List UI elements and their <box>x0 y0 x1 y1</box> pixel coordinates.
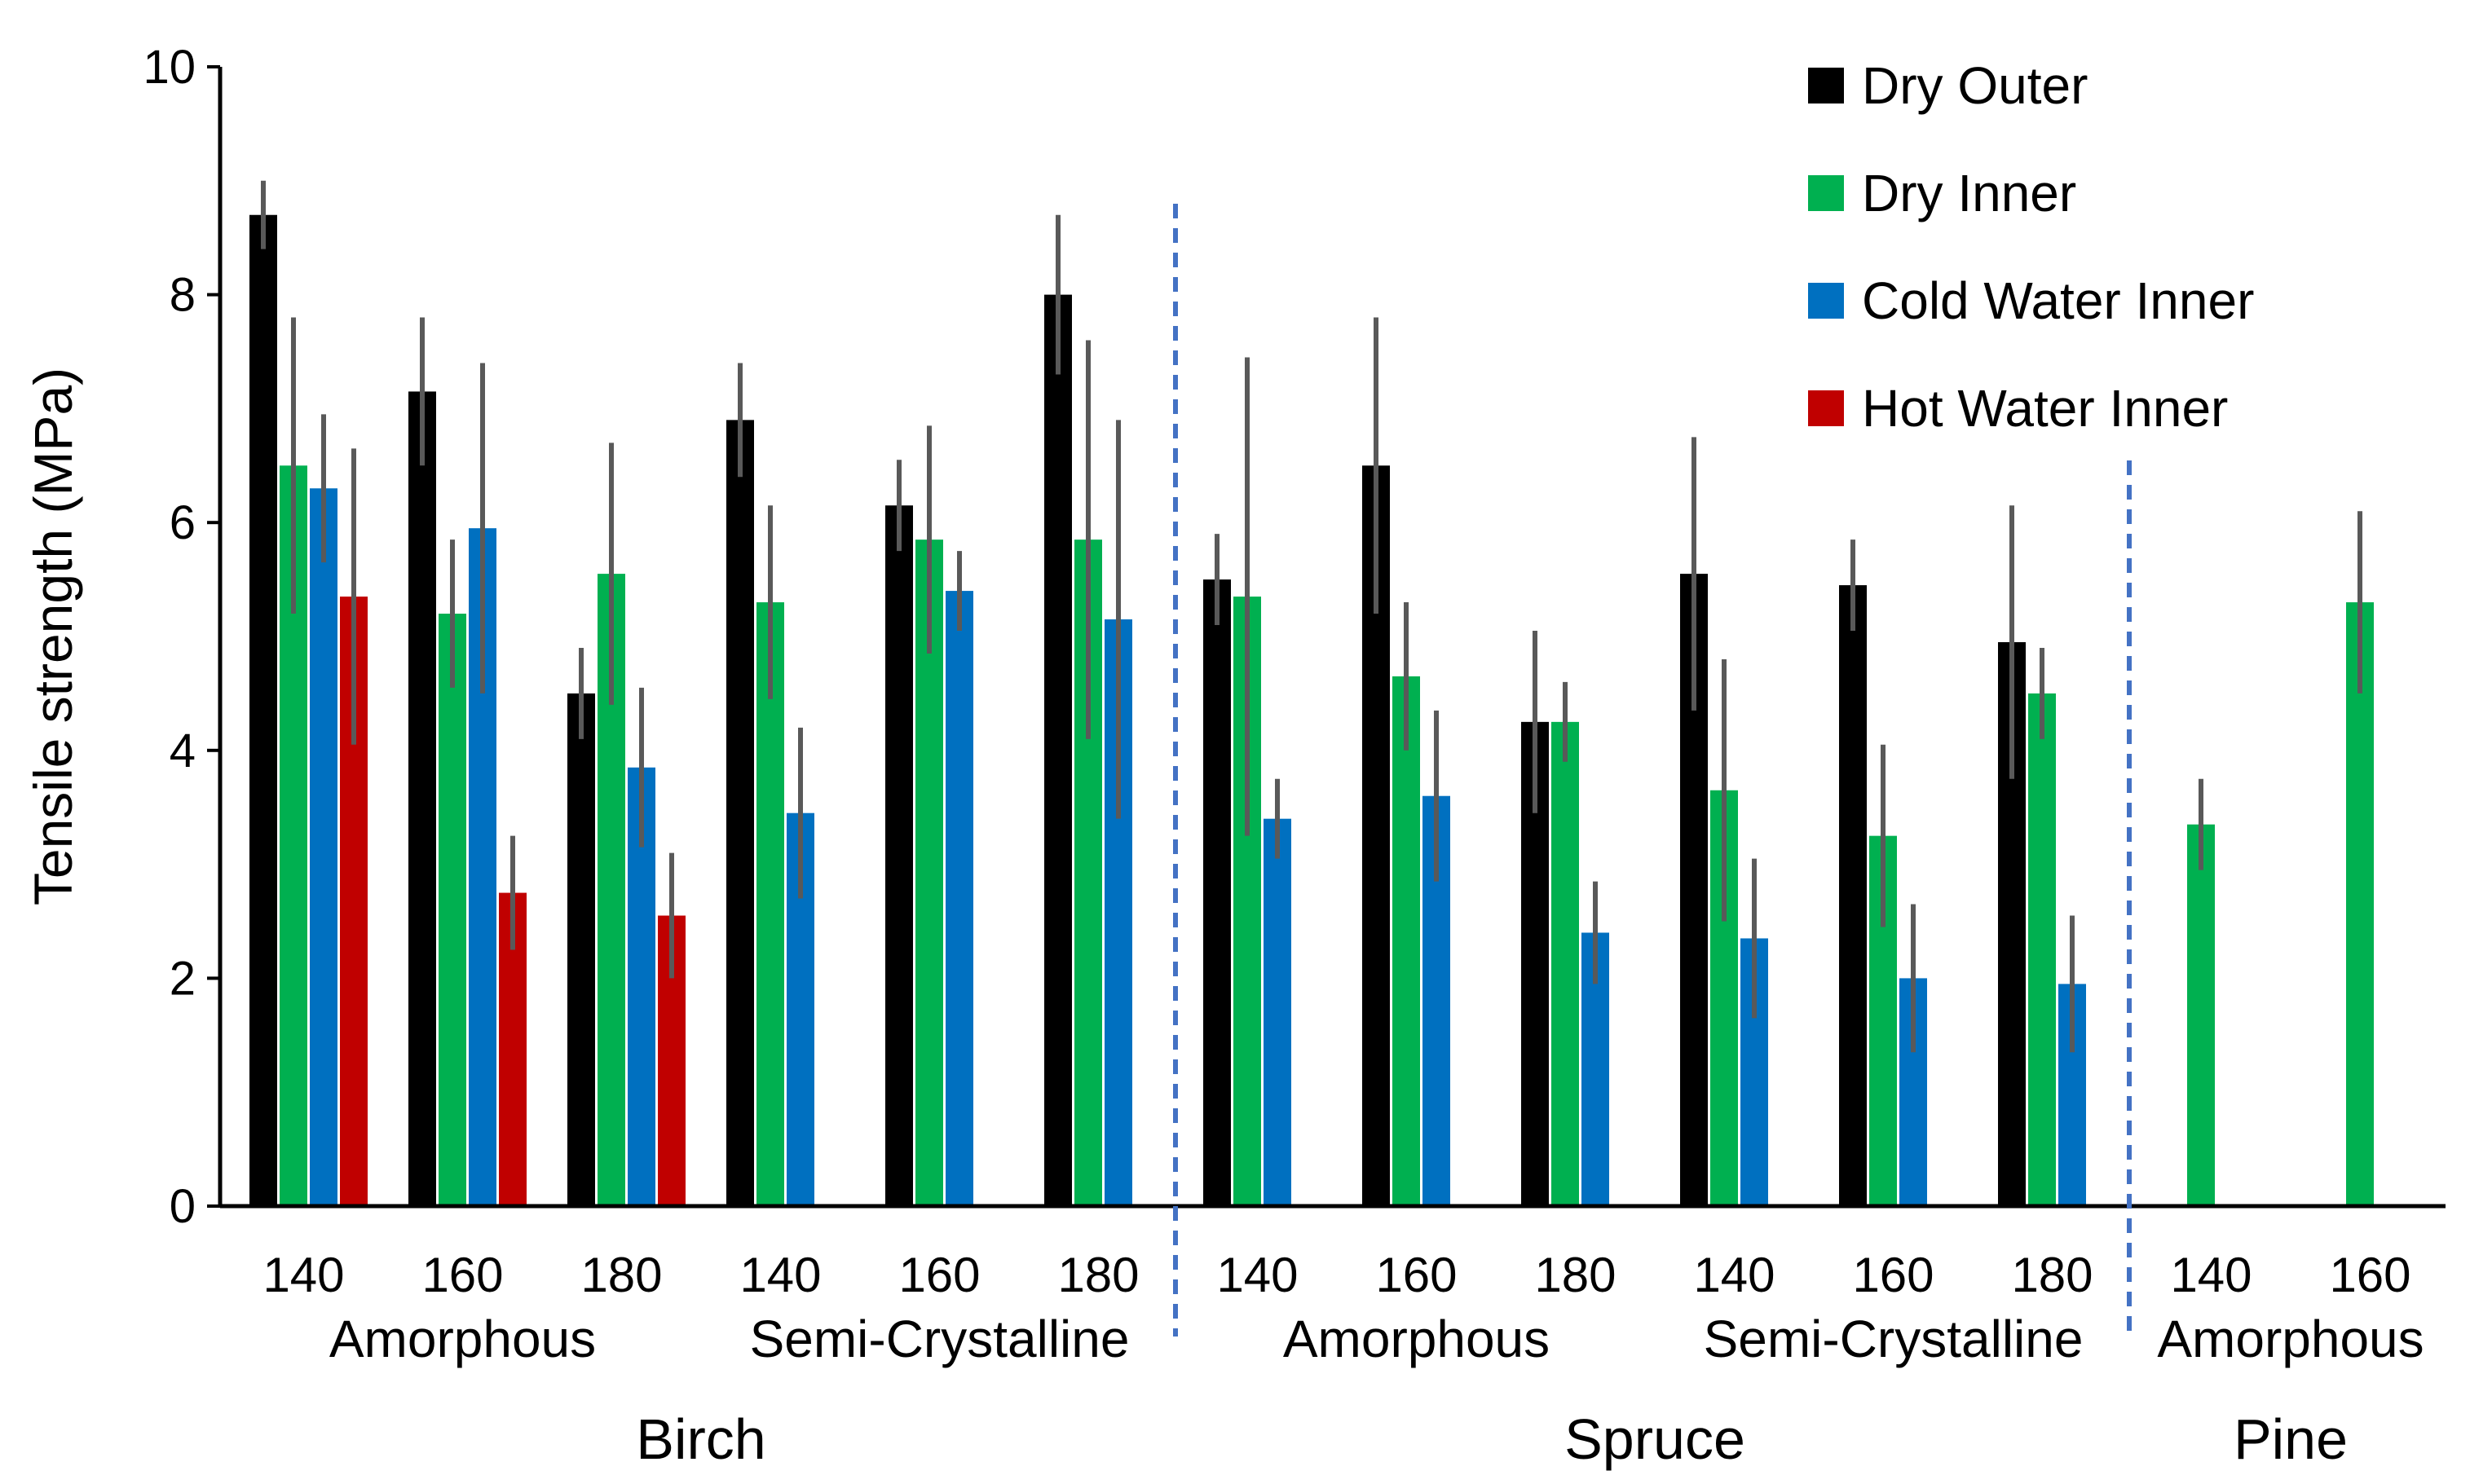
crystallinity-label: Amorphous <box>2157 1310 2424 1368</box>
y-axis-title: Tensile strength (MPa) <box>23 368 83 905</box>
bar-dry-inner <box>2028 693 2056 1206</box>
category-labels-layer: 140 160 180 140 160 180 140 160 180 140 160 180 140 1… <box>262 1248 2424 1471</box>
temperature-label: 160 <box>1852 1248 1934 1302</box>
wood-species-label: Spruce <box>1564 1407 1745 1471</box>
y-tick-label: 4 <box>170 724 196 777</box>
bar-dry-outer <box>1203 579 1231 1206</box>
bar-dry-outer <box>726 420 754 1206</box>
legend-swatch <box>1808 175 1844 211</box>
legend-label: Dry Outer <box>1862 56 2088 115</box>
legend-label: Hot Water Inner <box>1862 379 2228 438</box>
temperature-label: 180 <box>1534 1248 1616 1302</box>
legend-label: Dry Inner <box>1862 164 2076 222</box>
legend-label: Cold Water Inner <box>1862 271 2254 330</box>
temperature-label: 140 <box>262 1248 344 1302</box>
bar-dry-outer <box>885 505 913 1206</box>
temperature-label: 160 <box>1375 1248 1457 1302</box>
legend-swatch <box>1808 390 1844 426</box>
bar-dry-outer <box>1839 585 1867 1206</box>
temperature-label: 140 <box>739 1248 821 1302</box>
y-tick-label: 0 <box>170 1180 196 1233</box>
temperature-label: 160 <box>421 1248 503 1302</box>
bars-layer <box>249 214 2374 1207</box>
legend: Dry Outer Dry Inner Cold Water Inner Hot Wa… <box>1808 56 2254 438</box>
temperature-label: 180 <box>2011 1248 2093 1302</box>
temperature-label: 180 <box>580 1248 662 1302</box>
wood-species-label: Pine <box>2234 1407 2348 1471</box>
bar-dry-inner <box>439 614 466 1206</box>
temperature-label: 140 <box>1693 1248 1775 1302</box>
crystallinity-label: Semi-Crystalline <box>750 1310 1130 1368</box>
y-tick-label: 6 <box>170 496 196 549</box>
crystallinity-label: Amorphous <box>1283 1310 1550 1368</box>
bar-dry-inner <box>1551 721 1579 1206</box>
bar-dry-inner <box>2346 602 2374 1206</box>
temperature-label: 180 <box>1057 1248 1139 1302</box>
temperature-label: 160 <box>898 1248 980 1302</box>
y-tick-label: 2 <box>170 952 196 1005</box>
bar-dry-outer <box>1044 294 1072 1207</box>
wood-species-label: Birch <box>636 1407 765 1471</box>
temperature-label: 160 <box>2329 1248 2410 1302</box>
bar-dry-outer <box>249 214 277 1206</box>
bar-dry-outer <box>408 391 436 1206</box>
temperature-label: 140 <box>2170 1248 2252 1302</box>
divider-lines-layer <box>1173 204 2132 1336</box>
bar-dry-inner <box>2187 824 2215 1206</box>
bar-cold-water-inner <box>310 488 337 1206</box>
error-bars-layer <box>261 180 2362 1053</box>
y-tick-label: 8 <box>170 269 196 322</box>
axes-layer <box>218 67 2446 1209</box>
y-tick-label: 10 <box>143 41 196 94</box>
bar-dry-inner <box>756 602 784 1206</box>
crystallinity-label: Amorphous <box>329 1310 596 1368</box>
temperature-label: 140 <box>1216 1248 1298 1302</box>
legend-swatch <box>1808 283 1844 319</box>
bar-dry-inner <box>1392 676 1420 1206</box>
bar-cold-water-inner <box>946 591 973 1206</box>
legend-swatch <box>1808 68 1844 103</box>
crystallinity-label: Semi-Crystalline <box>1704 1310 2084 1368</box>
bar-cold-water-inner <box>1264 818 1291 1206</box>
bar-dry-outer <box>567 693 595 1206</box>
y-axis-ticks-layer: 0 2 4 6 8 10 <box>143 41 220 1233</box>
